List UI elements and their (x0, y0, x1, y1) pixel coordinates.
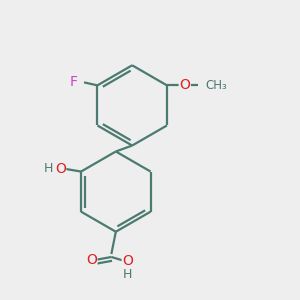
Text: O: O (122, 254, 133, 268)
Text: O: O (55, 162, 66, 176)
Text: F: F (70, 75, 78, 89)
Text: H: H (123, 268, 132, 281)
Text: O: O (179, 78, 190, 92)
Text: H: H (44, 162, 53, 175)
Text: CH₃: CH₃ (206, 79, 227, 92)
Text: O: O (86, 253, 97, 267)
